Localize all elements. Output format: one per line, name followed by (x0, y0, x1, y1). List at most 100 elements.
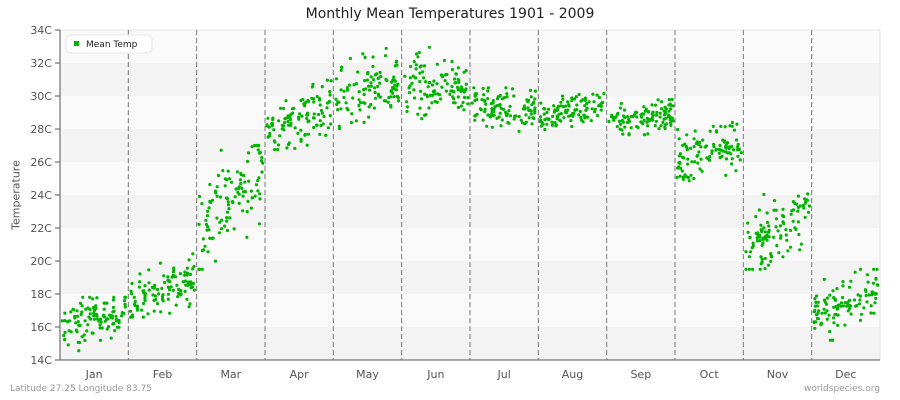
data-point (609, 115, 614, 119)
data-point (677, 154, 682, 158)
legend[interactable]: Mean Temp (65, 34, 153, 54)
data-point (796, 194, 801, 198)
data-point (836, 323, 840, 327)
data-point (490, 125, 494, 129)
data-point (504, 86, 508, 90)
data-point (161, 299, 165, 303)
data-point (78, 301, 83, 305)
data-point (367, 88, 372, 92)
data-point (62, 333, 66, 338)
data-point (550, 123, 555, 127)
data-point (420, 117, 424, 121)
data-point (392, 87, 396, 91)
data-point (641, 122, 645, 126)
data-point (213, 259, 218, 263)
data-point (762, 192, 766, 197)
data-point (558, 118, 562, 122)
data-point (378, 70, 382, 75)
data-point (816, 300, 820, 304)
data-point (152, 309, 156, 313)
data-point (253, 194, 257, 198)
data-point (635, 115, 639, 119)
data-point (612, 118, 616, 122)
data-point (483, 107, 487, 111)
data-point (178, 272, 182, 276)
data-point (846, 309, 850, 313)
data-point (508, 104, 512, 108)
data-point (161, 293, 165, 297)
data-point (695, 154, 699, 158)
data-point (579, 115, 583, 119)
data-point (847, 298, 852, 302)
data-point (453, 77, 457, 81)
data-point (284, 116, 288, 120)
data-point (188, 302, 192, 306)
data-point (266, 116, 270, 120)
data-point (505, 92, 509, 96)
data-point (574, 95, 578, 99)
data-point (83, 338, 87, 342)
data-point (699, 157, 703, 161)
data-point (870, 293, 874, 297)
data-point (857, 302, 862, 306)
data-point (324, 133, 328, 137)
data-point (426, 85, 430, 89)
data-point (596, 113, 600, 118)
data-point (551, 114, 555, 118)
data-point (599, 102, 603, 106)
data-point (412, 88, 416, 92)
data-point (166, 292, 170, 296)
data-point (871, 281, 876, 285)
data-point (555, 114, 559, 118)
data-point (520, 121, 525, 125)
data-point (147, 288, 151, 292)
data-point (747, 255, 752, 259)
data-point (260, 170, 264, 174)
x-tick-label: Aug (562, 368, 583, 381)
data-point (736, 142, 740, 146)
data-point (278, 134, 282, 138)
data-point (311, 82, 315, 86)
data-point (825, 296, 830, 300)
data-point (179, 292, 183, 296)
data-point (208, 182, 212, 187)
data-point (238, 178, 243, 182)
data-point (836, 303, 840, 307)
data-point (569, 118, 573, 123)
data-point (651, 118, 655, 122)
data-point (143, 298, 147, 303)
data-point (847, 285, 852, 289)
data-point (257, 143, 261, 148)
data-point (240, 186, 244, 190)
data-point (640, 112, 645, 116)
data-point (453, 101, 457, 105)
data-point (590, 107, 594, 111)
data-point (312, 125, 316, 130)
data-point (325, 106, 329, 110)
data-point (433, 92, 437, 96)
data-point (661, 120, 665, 124)
data-point (660, 100, 664, 104)
data-point (583, 104, 587, 108)
data-point (185, 266, 189, 270)
data-point (408, 76, 412, 80)
data-point (627, 117, 631, 121)
data-point (779, 234, 783, 238)
x-tick-label: Feb (153, 368, 172, 381)
data-point (865, 273, 870, 277)
data-point (216, 173, 221, 178)
data-point (756, 231, 760, 235)
data-point (700, 169, 704, 173)
data-point (215, 194, 219, 198)
data-point (832, 305, 836, 309)
data-point (711, 124, 715, 128)
data-point (226, 169, 230, 173)
data-point (736, 145, 740, 149)
data-point (306, 120, 310, 124)
data-point (168, 288, 172, 292)
data-point (140, 308, 144, 312)
data-point (342, 89, 346, 93)
data-point (310, 85, 314, 89)
data-point (561, 97, 565, 101)
data-point (410, 81, 414, 85)
